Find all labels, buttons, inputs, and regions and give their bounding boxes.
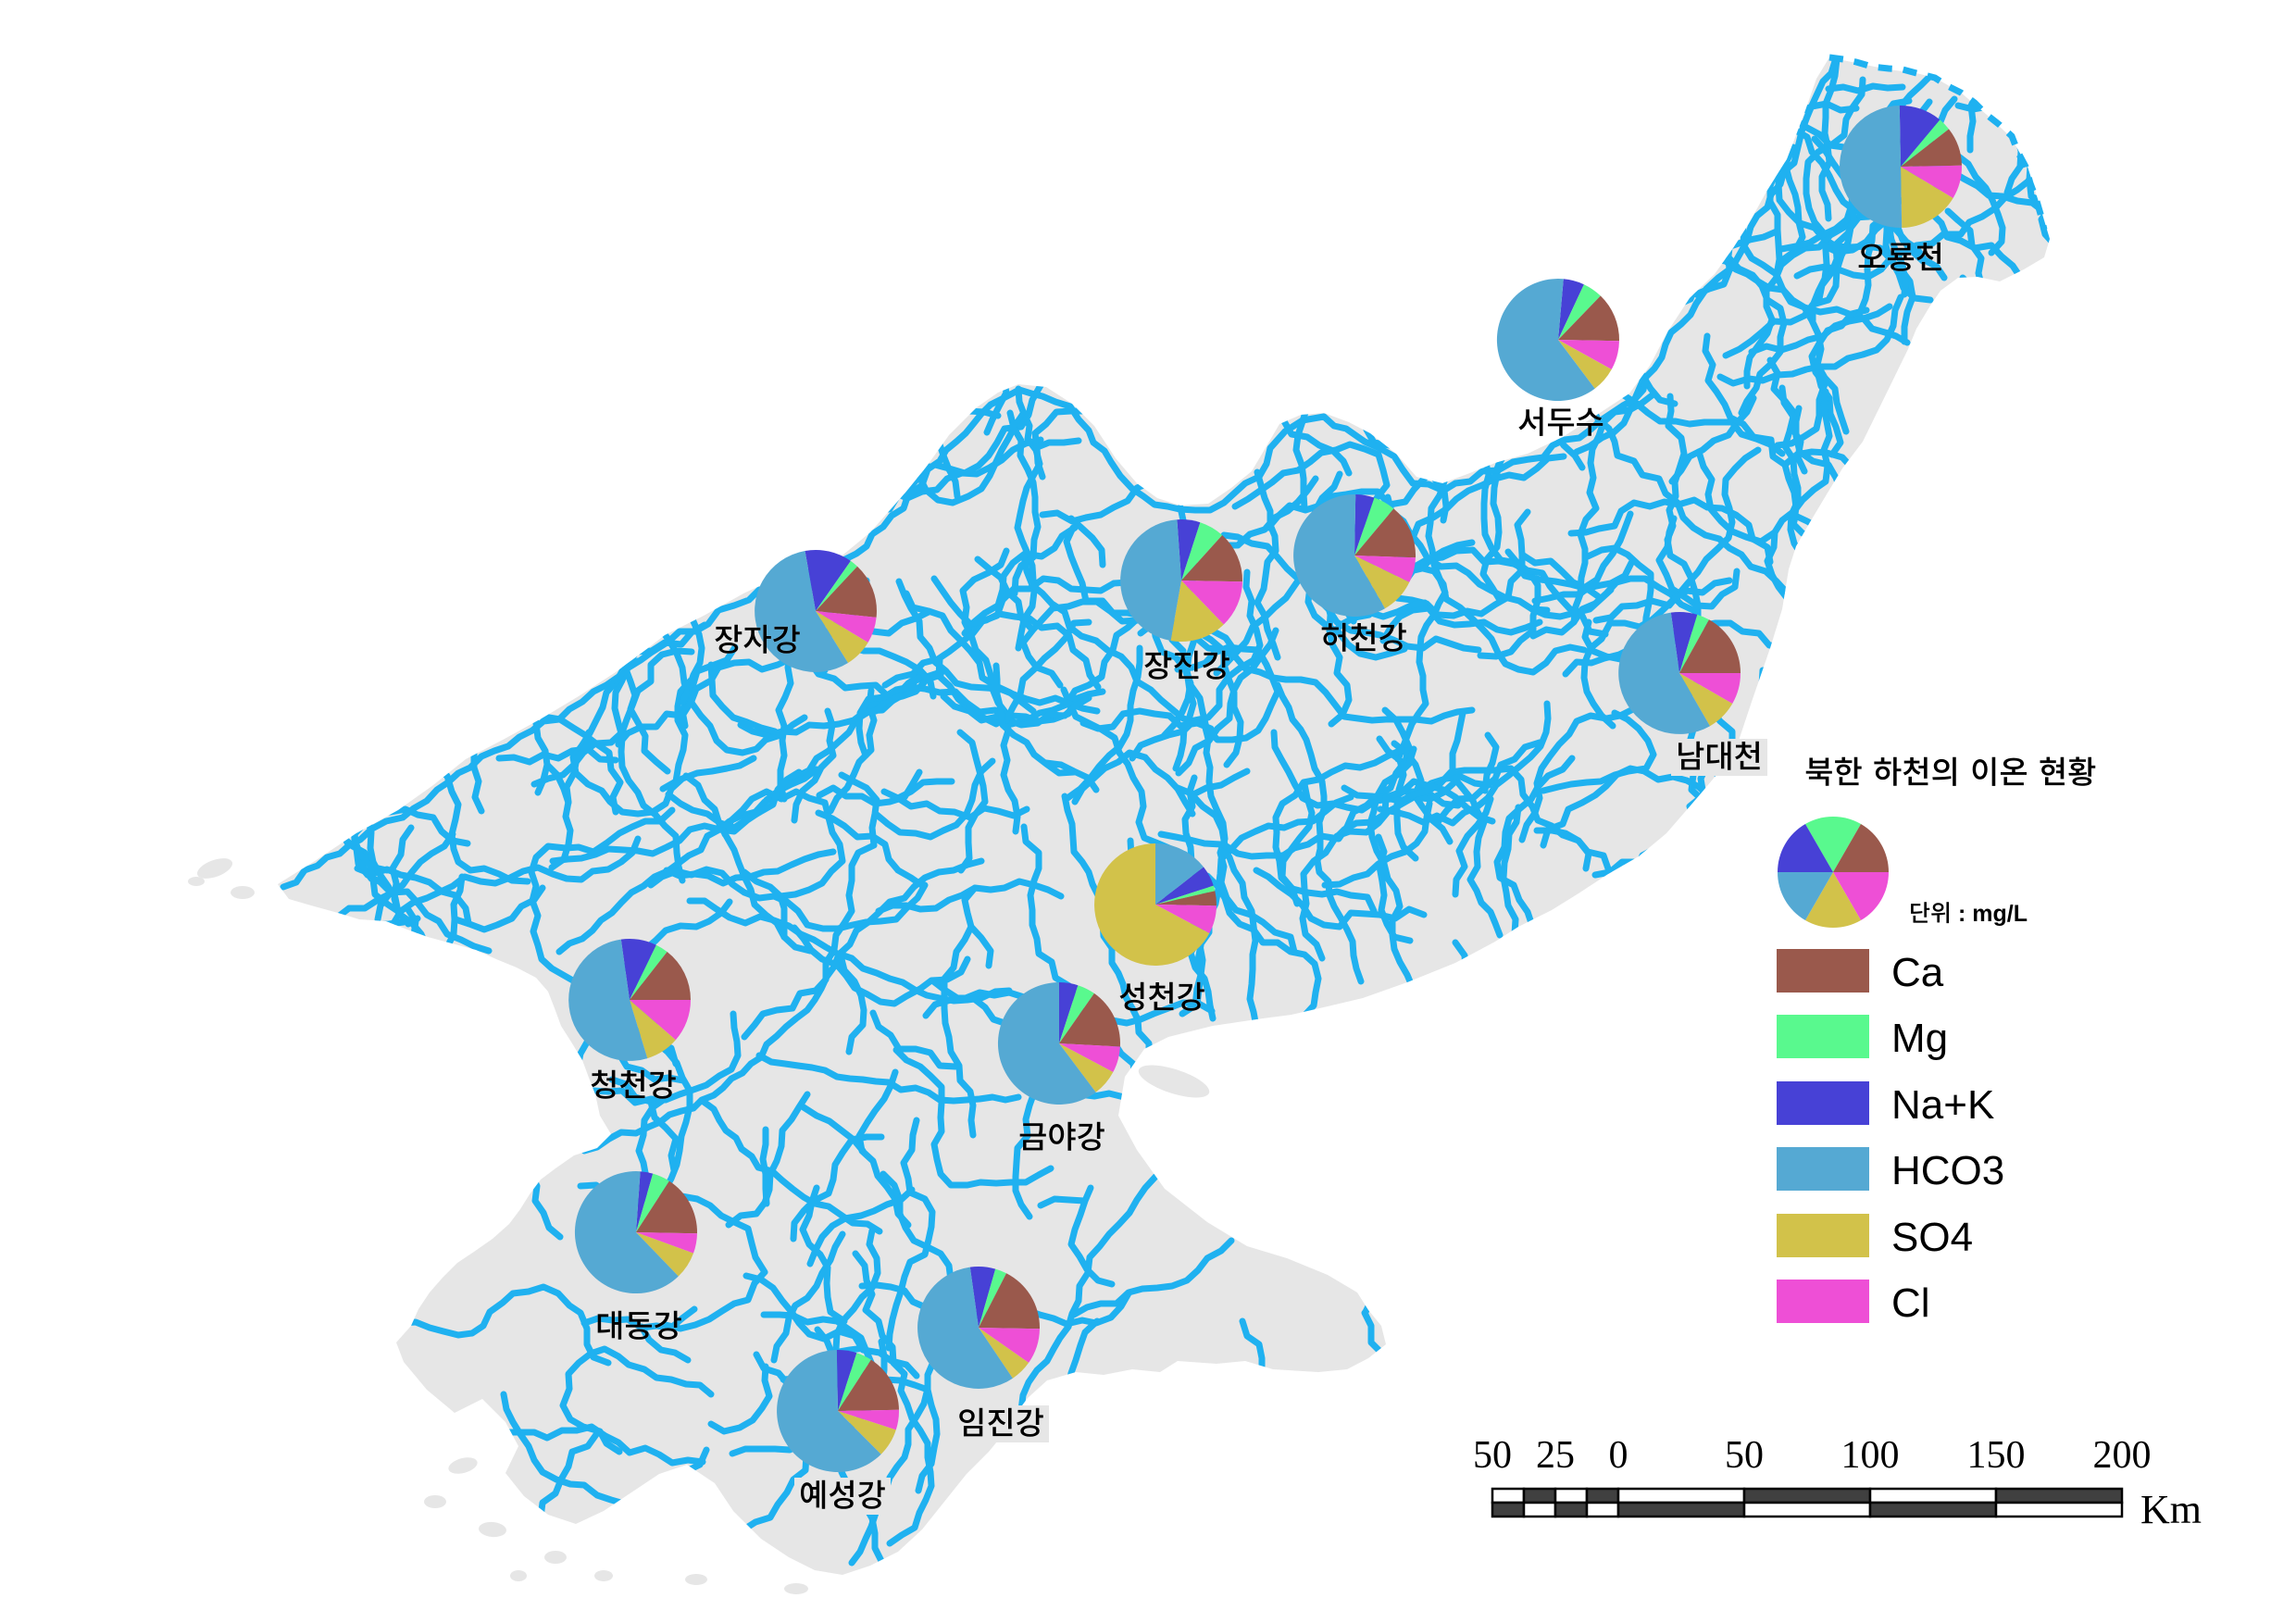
- svg-text:Km: Km: [2140, 1487, 2202, 1532]
- svg-text:0: 0: [1609, 1434, 1628, 1477]
- svg-text:: mg/L: : mg/L: [1958, 901, 2028, 927]
- svg-text:200: 200: [2093, 1434, 2152, 1477]
- svg-text:50: 50: [1473, 1434, 1512, 1477]
- svg-text:Cl: Cl: [1891, 1280, 1930, 1326]
- svg-text:Na+K: Na+K: [1891, 1082, 1994, 1128]
- svg-text:25: 25: [1536, 1434, 1575, 1477]
- svg-text:150: 150: [1967, 1434, 2026, 1477]
- svg-text:HCO3: HCO3: [1891, 1148, 2004, 1193]
- svg-text:SO4: SO4: [1891, 1215, 1973, 1260]
- svg-text:Mg: Mg: [1891, 1016, 1948, 1061]
- svg-text:50: 50: [1725, 1434, 1764, 1477]
- svg-text:Ca: Ca: [1891, 950, 1944, 995]
- svg-text:100: 100: [1841, 1434, 1900, 1477]
